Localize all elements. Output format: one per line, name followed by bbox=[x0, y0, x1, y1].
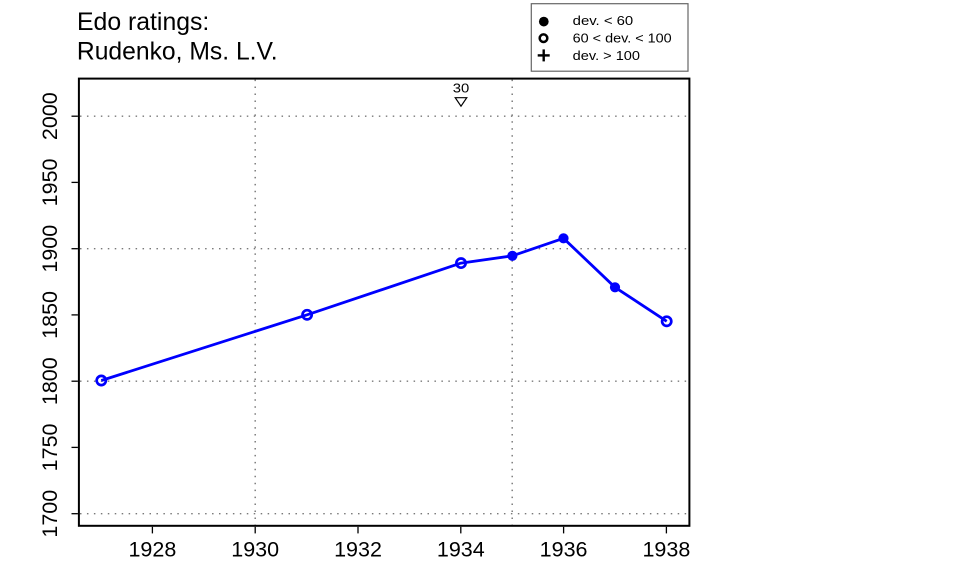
svg-text:2000: 2000 bbox=[38, 92, 62, 140]
svg-text:1700: 1700 bbox=[38, 490, 62, 538]
svg-text:1900: 1900 bbox=[38, 225, 62, 273]
svg-text:1800: 1800 bbox=[38, 357, 62, 405]
svg-text:1750: 1750 bbox=[38, 423, 62, 471]
svg-text:60 < dev. < 100: 60 < dev. < 100 bbox=[573, 31, 672, 46]
svg-text:dev. > 100: dev. > 100 bbox=[573, 48, 640, 63]
svg-text:1932: 1932 bbox=[334, 538, 382, 562]
svg-text:1930: 1930 bbox=[231, 538, 279, 562]
svg-text:Rudenko, Ms. L.V.: Rudenko, Ms. L.V. bbox=[77, 39, 278, 66]
svg-text:1950: 1950 bbox=[38, 158, 62, 206]
svg-text:1938: 1938 bbox=[642, 538, 690, 562]
svg-text:1928: 1928 bbox=[128, 538, 176, 562]
svg-text:dev. < 60: dev. < 60 bbox=[573, 13, 634, 28]
svg-text:1934: 1934 bbox=[437, 538, 485, 562]
svg-text:1850: 1850 bbox=[38, 291, 62, 339]
svg-text:30: 30 bbox=[453, 81, 470, 96]
svg-text:1936: 1936 bbox=[540, 538, 588, 562]
svg-text:Edo ratings:: Edo ratings: bbox=[77, 9, 209, 36]
